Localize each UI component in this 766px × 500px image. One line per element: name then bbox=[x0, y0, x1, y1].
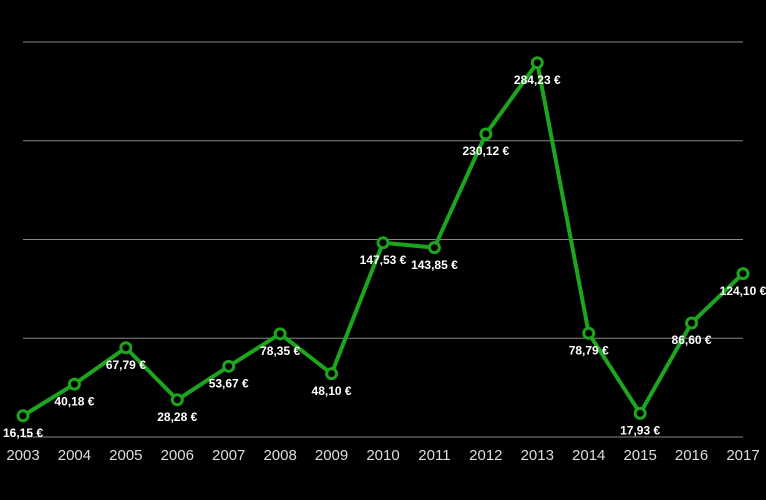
x-tick-label: 2010 bbox=[366, 447, 399, 464]
x-tick-label: 2017 bbox=[726, 447, 759, 464]
x-tick-label: 2011 bbox=[418, 447, 450, 464]
data-label: 230,12 € bbox=[462, 144, 509, 158]
data-point bbox=[273, 327, 287, 341]
x-tick-label: 2007 bbox=[212, 447, 245, 464]
x-tick-label: 2009 bbox=[315, 447, 348, 464]
x-tick-label: 2012 bbox=[469, 447, 502, 464]
data-point bbox=[222, 359, 236, 373]
x-tick-label: 2013 bbox=[521, 447, 554, 464]
data-point bbox=[530, 56, 544, 70]
data-label: 67,79 € bbox=[106, 358, 146, 372]
data-point bbox=[427, 241, 441, 255]
data-point bbox=[325, 367, 339, 381]
data-point bbox=[736, 267, 750, 281]
data-point bbox=[376, 236, 390, 250]
x-tick-label: 2006 bbox=[161, 447, 194, 464]
data-label: 16,15 € bbox=[3, 426, 43, 440]
data-point bbox=[16, 409, 30, 423]
data-label: 78,35 € bbox=[260, 344, 300, 358]
data-label: 78,79 € bbox=[569, 343, 609, 357]
x-tick-label: 2016 bbox=[675, 447, 708, 464]
data-label: 284,23 € bbox=[514, 73, 561, 87]
data-label: 48,10 € bbox=[312, 384, 352, 398]
x-tick-label: 2008 bbox=[263, 447, 296, 464]
x-tick-label: 2003 bbox=[6, 447, 39, 464]
data-label: 28,28 € bbox=[157, 410, 197, 424]
data-point bbox=[582, 326, 596, 340]
data-label: 53,67 € bbox=[209, 377, 249, 391]
data-label: 124,10 € bbox=[720, 284, 766, 298]
x-tick-label: 2004 bbox=[58, 447, 91, 464]
data-label: 86,60 € bbox=[672, 333, 712, 347]
data-label: 147,53 € bbox=[360, 253, 407, 267]
data-point bbox=[170, 393, 184, 407]
data-label: 17,93 € bbox=[620, 424, 660, 438]
data-point bbox=[67, 377, 81, 391]
x-tick-label: 2005 bbox=[109, 447, 142, 464]
data-point bbox=[479, 127, 493, 141]
x-tick-label: 2014 bbox=[572, 447, 605, 464]
data-label: 143,85 € bbox=[411, 258, 458, 272]
data-label: 40,18 € bbox=[54, 394, 94, 408]
x-tick-label: 2015 bbox=[623, 447, 656, 464]
data-point bbox=[685, 316, 699, 330]
data-point bbox=[119, 341, 133, 355]
data-point bbox=[633, 406, 647, 420]
